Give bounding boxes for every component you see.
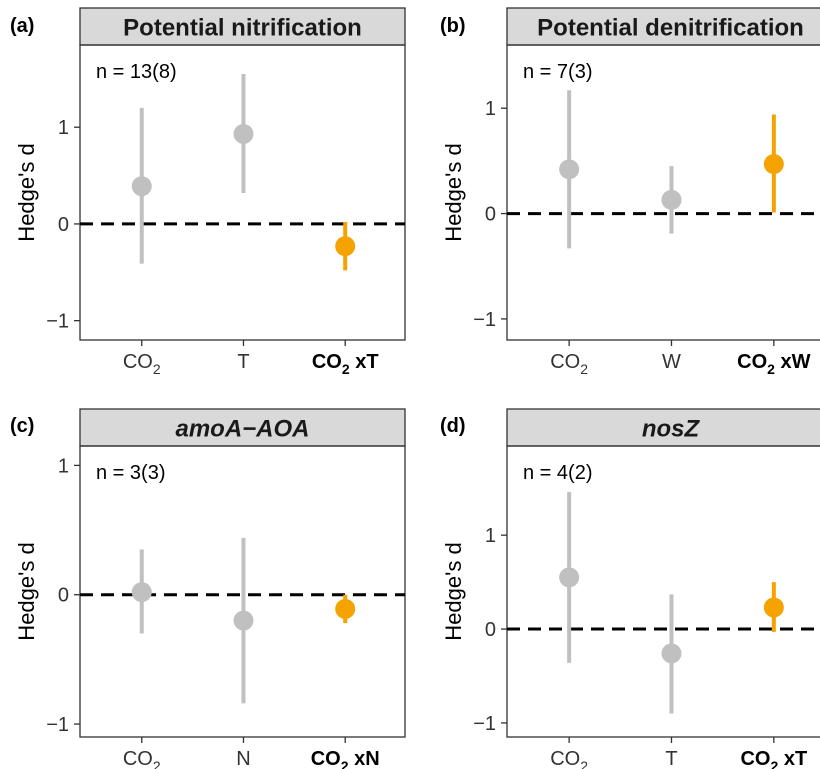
- x-tick-label-base: CO: [312, 351, 342, 373]
- sample-size-annotation: n = 7(3): [523, 61, 592, 83]
- data-point: [335, 598, 356, 619]
- y-axis-title: Hedge's d: [441, 143, 466, 241]
- data-point: [661, 189, 682, 210]
- x-tick-label-subscript: 2: [580, 758, 588, 769]
- x-tick-label-base: N: [236, 748, 250, 769]
- panel-b: Potential denitrification (b) −1 0 1 Hedge's …: [440, 7, 820, 377]
- y-tick-label: −1: [473, 713, 496, 735]
- sample-size-annotation: n = 3(3): [96, 462, 165, 484]
- x-tick-label-base: T: [665, 748, 677, 769]
- x-tick-label: T: [237, 351, 249, 373]
- panel-label: (d): [440, 415, 466, 437]
- y-tick-label: −1: [46, 311, 69, 333]
- x-tick-label-subscript: 2: [341, 758, 349, 769]
- x-tick-label: CO2: [550, 351, 588, 377]
- x-tick-label-base: CO: [550, 351, 580, 373]
- x-tick-label: CO2 xW: [737, 351, 810, 377]
- x-tick-label-base: CO: [311, 748, 341, 769]
- panel-label: (c): [10, 415, 34, 437]
- x-tick-label: T: [665, 748, 677, 769]
- data-point: [233, 123, 254, 144]
- panel-title: Potential denitrification: [537, 15, 804, 42]
- panel-label: (b): [440, 15, 466, 37]
- panel-header-strip: [506, 408, 820, 447]
- y-tick-label: 0: [485, 204, 496, 226]
- x-tick-label: CO2 xN: [311, 748, 380, 769]
- sample-size-annotation: n = 4(2): [523, 462, 592, 484]
- x-tick-label-subscript: 2: [580, 361, 588, 377]
- plot-frame: [506, 445, 820, 738]
- panel-label: (a): [10, 15, 34, 37]
- x-tick-label-subscript: 2: [767, 361, 775, 377]
- panel-title: amoA−AOA: [175, 416, 309, 443]
- x-tick-label-subscript: 2: [770, 758, 778, 769]
- x-tick-label-subscript: 2: [153, 758, 161, 769]
- x-tick-label: CO2: [123, 748, 161, 769]
- x-tick-label: CO2 xT: [312, 351, 379, 377]
- x-tick-label: W: [662, 351, 681, 373]
- y-tick-label: 0: [58, 214, 69, 236]
- x-tick-label-base: W: [662, 351, 681, 373]
- x-tick-label-suffix: xT: [778, 748, 807, 769]
- data-point: [559, 159, 580, 180]
- x-tick-label-base: T: [237, 351, 249, 373]
- y-axis-title: Hedge's d: [441, 542, 466, 640]
- plot-frame: [79, 445, 406, 738]
- panel-header-strip: [79, 7, 406, 46]
- data-point: [661, 643, 682, 664]
- data-point: [131, 582, 152, 603]
- x-tick-label-base: CO: [737, 351, 767, 373]
- y-tick-label: −1: [46, 714, 69, 736]
- data-point: [233, 610, 254, 631]
- y-axis-title: Hedge's d: [14, 143, 39, 241]
- y-axis-title: Hedge's d: [14, 542, 39, 640]
- x-tick-label-subscript: 2: [153, 361, 161, 377]
- plot-frame: [506, 44, 820, 341]
- y-tick-label: 1: [58, 455, 69, 477]
- y-tick-label: 1: [485, 525, 496, 547]
- y-tick-label: 0: [58, 585, 69, 607]
- x-tick-label-subscript: 2: [342, 361, 350, 377]
- plot-frame: [79, 44, 406, 341]
- x-tick-label-base: CO: [123, 351, 153, 373]
- x-tick-label-base: CO: [740, 748, 770, 769]
- panel-a: Potential nitrification (a) −1 0 1 Hedge's d n…: [10, 7, 406, 377]
- panel-title: nosZ: [642, 416, 701, 443]
- x-tick-label-suffix: xN: [349, 748, 380, 769]
- x-tick-label-suffix: xT: [350, 351, 379, 373]
- data-point: [131, 176, 152, 197]
- y-tick-label: 0: [485, 619, 496, 641]
- x-tick-label-base: CO: [123, 748, 153, 769]
- y-tick-label: 1: [58, 117, 69, 139]
- x-tick-label: CO2 xT: [740, 748, 807, 769]
- data-point: [763, 597, 784, 618]
- x-tick-label-base: CO: [550, 748, 580, 769]
- y-tick-label: 1: [485, 98, 496, 120]
- x-tick-label: CO2: [550, 748, 588, 769]
- data-point: [335, 236, 356, 257]
- data-point: [763, 154, 784, 175]
- panel-header-strip: [506, 7, 820, 46]
- panel-title: Potential nitrification: [123, 15, 362, 42]
- x-tick-label: N: [236, 748, 250, 769]
- y-tick-label: −1: [473, 309, 496, 331]
- x-tick-label-suffix: xW: [775, 351, 811, 373]
- sample-size-annotation: n = 13(8): [96, 61, 177, 83]
- x-tick-label: CO2: [123, 351, 161, 377]
- data-point: [559, 567, 580, 588]
